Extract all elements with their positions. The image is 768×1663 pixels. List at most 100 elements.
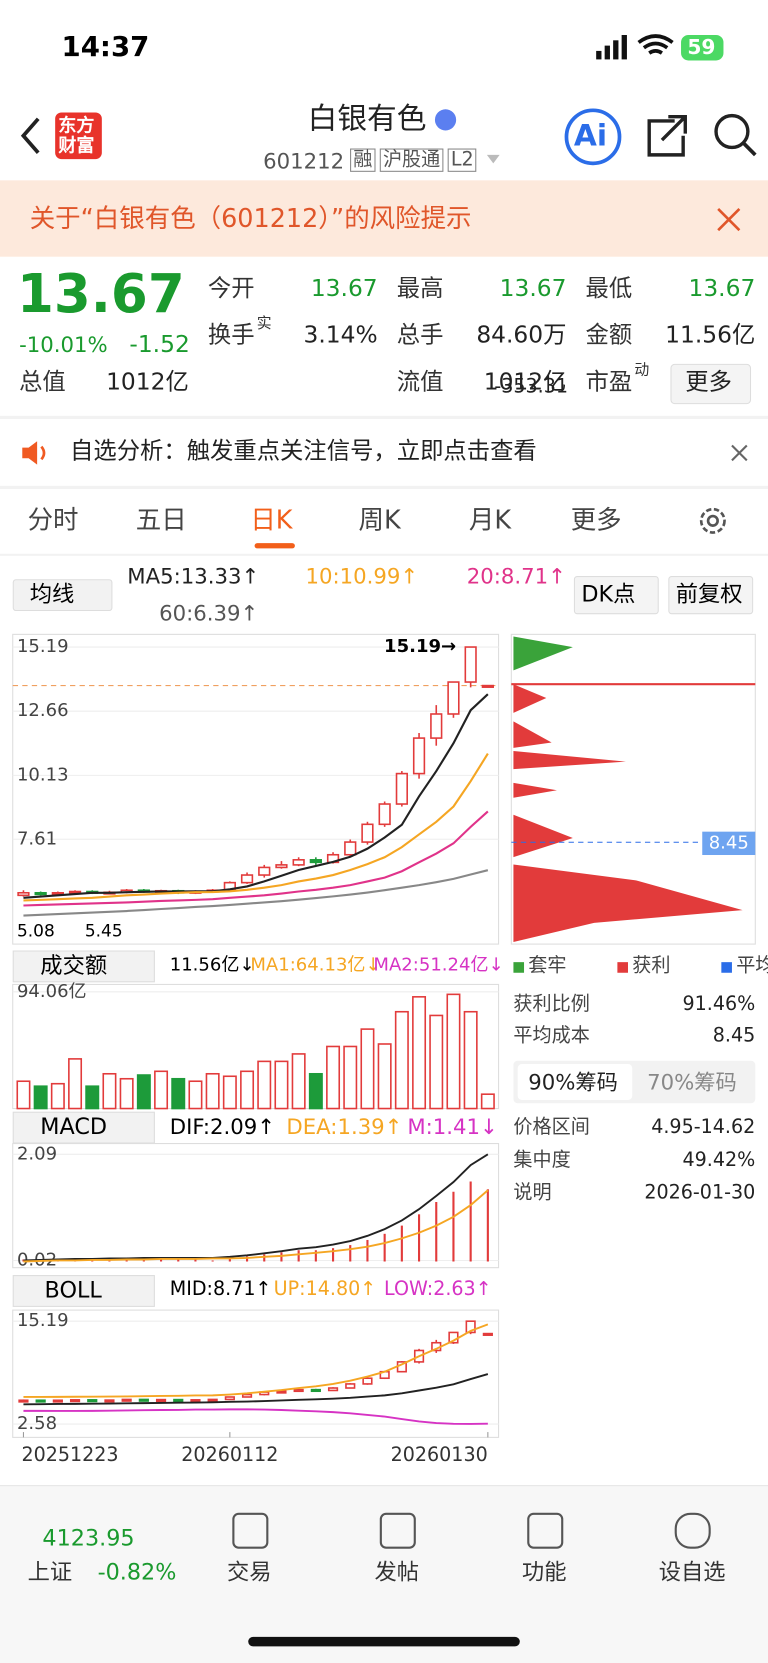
line [23, 1323, 489, 1398]
candle-body [344, 841, 357, 856]
period-tab[interactable]: 五日 [135, 504, 187, 535]
field-value: 1012亿 [483, 369, 567, 396]
price-pct: -10.01% [19, 332, 108, 358]
period-tab[interactable]: 周K [358, 504, 401, 535]
x-tick-label: 20251223 [21, 1443, 118, 1466]
ma60-label: 60:6.39↑ [159, 600, 259, 626]
index-value[interactable]: 4123.95 [42, 1525, 135, 1551]
field-value: 11.56亿 [665, 322, 756, 350]
macd-label[interactable]: MACD [40, 1113, 108, 1140]
index-name[interactable]: 上证 [27, 1559, 73, 1585]
close-notice[interactable] [730, 443, 749, 462]
volume-label[interactable]: 成交额 [40, 952, 108, 979]
candle-body [292, 859, 305, 866]
more-label[interactable]: 更多 [685, 369, 732, 396]
back-button[interactable] [15, 115, 47, 157]
dk-label[interactable]: DK点 [581, 581, 636, 607]
chip-tab[interactable]: 70%筹码 [647, 1069, 737, 1095]
candle-body [224, 1396, 235, 1401]
x-tick-label: 20260112 [181, 1443, 278, 1466]
indicator-label[interactable]: 均线 [29, 581, 75, 607]
home-indicator [248, 1636, 520, 1647]
line [23, 1189, 489, 1263]
field-label: 总手 [396, 322, 444, 350]
chip-profit [513, 684, 743, 942]
candle-body [464, 646, 477, 683]
volume-bar [85, 1085, 100, 1110]
badge [434, 109, 457, 131]
m-label: M:1.41↓ [407, 1113, 498, 1140]
indicator-select[interactable] [12, 579, 113, 612]
index-pct[interactable]: -0.82% [97, 1559, 177, 1585]
nav-icon[interactable] [674, 1512, 711, 1549]
chip-label: 平均成本 [513, 1024, 590, 1048]
more-button[interactable] [670, 363, 752, 405]
risk-banner[interactable] [0, 180, 768, 257]
boll-label[interactable]: BOLL [44, 1277, 102, 1303]
field-value: 13.67 [310, 275, 378, 303]
boll-frame [12, 1309, 500, 1438]
ma20-label: 20:8.71↑ [466, 563, 566, 589]
nav-label[interactable]: 交易 [227, 1559, 272, 1585]
nav-icon[interactable] [527, 1512, 564, 1549]
candle-body [173, 1398, 184, 1402]
kline-frame [12, 633, 500, 945]
nav-icon[interactable] [232, 1512, 269, 1549]
ai-button[interactable] [562, 106, 624, 168]
volume-bar [33, 1085, 48, 1110]
candle-body [207, 1398, 218, 1402]
field-value: 84.60万 [476, 322, 567, 350]
dk-button[interactable] [573, 576, 659, 615]
nav-icon[interactable] [379, 1512, 416, 1549]
speaker-icon [22, 441, 46, 465]
notice-text[interactable]: 自选分析：触发重点关注信号，立即点击查看 [70, 438, 537, 465]
volume-bar [102, 1072, 117, 1110]
candle-body [430, 713, 443, 739]
risk-banner-text[interactable]: 关于“白银有色（601212）”的风险提示 [29, 203, 472, 234]
high-label: 15.19→ [384, 636, 456, 657]
ai-label[interactable]: Ai [573, 117, 608, 153]
nav-label[interactable]: 功能 [521, 1559, 567, 1585]
field-value: 13.67 [499, 275, 567, 303]
period-tab[interactable]: 月K [468, 504, 512, 535]
tag: 融 [350, 148, 376, 172]
volume-bar [50, 1082, 65, 1110]
close-banner[interactable] [715, 206, 743, 234]
macd-select[interactable] [12, 1111, 155, 1144]
settings-button[interactable] [696, 504, 730, 538]
chip-tab[interactable]: 90%筹码 [528, 1069, 618, 1095]
field-label: 最高 [396, 275, 444, 303]
field-label: 市盈 [585, 369, 633, 396]
up-label: UP:14.80↑ [273, 1278, 377, 1301]
candle-body [309, 859, 322, 864]
candle-body [240, 874, 254, 884]
candle-body [17, 891, 30, 897]
adjust-label[interactable]: 前复权 [675, 581, 743, 607]
period-tab[interactable]: 日K [250, 504, 293, 535]
share-button[interactable] [643, 112, 690, 159]
chip-trapped [513, 636, 573, 671]
nav-label[interactable]: 发帖 [374, 1559, 420, 1585]
dropdown-icon [486, 154, 500, 164]
adjust-button[interactable] [668, 576, 754, 615]
search-button[interactable] [711, 110, 760, 159]
volume-bar [68, 1058, 83, 1110]
boll-select[interactable] [12, 1275, 155, 1307]
volume-bar [240, 1070, 255, 1110]
chip-value: 49.42% [682, 1148, 756, 1172]
legend-swatch [513, 962, 525, 973]
candle-body [69, 1399, 81, 1403]
nav-label[interactable]: 设自选 [658, 1559, 726, 1585]
volume-select[interactable] [12, 950, 155, 983]
period-tab[interactable]: 更多 [570, 504, 622, 535]
line [23, 753, 489, 902]
dif-label: DIF:2.09↑ [169, 1113, 276, 1140]
period-tab[interactable]: 分时 [27, 504, 79, 535]
candle-body [275, 864, 288, 869]
field-value: 1012亿 [106, 369, 189, 396]
line [23, 693, 489, 899]
status-icons [596, 34, 724, 61]
volume-frame [12, 983, 500, 1110]
field-label: 总值 [19, 369, 66, 396]
